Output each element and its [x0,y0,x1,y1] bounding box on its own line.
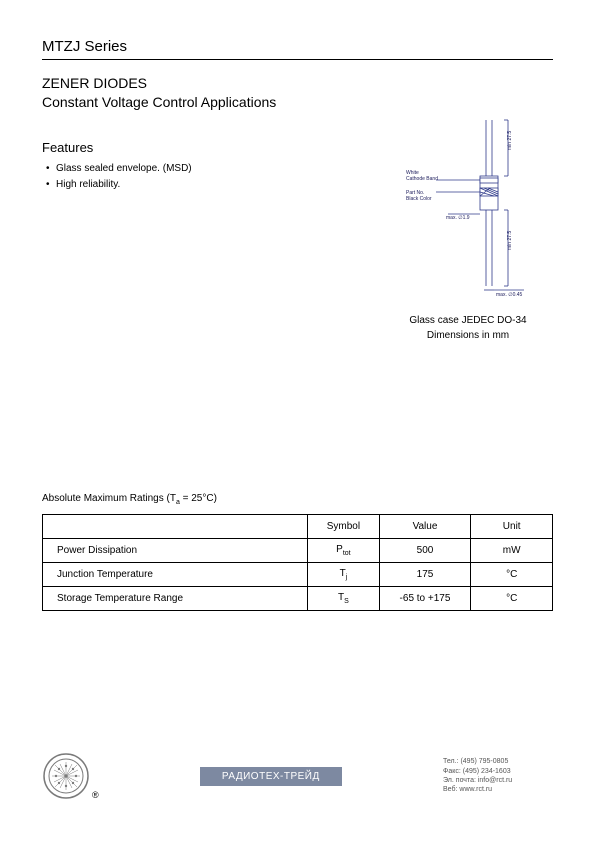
list-item: Glass sealed envelope. (MSD) [56,161,192,177]
unit-cell: °C [471,586,553,610]
ratings-title-text: = 25°C) [180,493,217,504]
partno-label: Black Color [406,196,432,202]
value-cell: 175 [379,562,471,586]
horizontal-rule [42,59,553,60]
features-heading: Features [42,140,192,155]
param-cell: Power Dissipation [43,538,308,562]
contact-web: Веб: www.rct.ru [443,785,553,794]
footer-contact: Тел.: (495) 795-0805 Факс: (495) 234-160… [443,757,553,795]
table-header: Symbol [308,514,379,538]
page-title: ZENER DIODES Constant Voltage Control Ap… [42,74,553,112]
page-footer: ® РАДИОТЕХ-ТРЕЙД Тел.: (495) 795-0805 Фа… [0,752,595,800]
param-cell: Storage Temperature Range [43,586,308,610]
title-line-1: ZENER DIODES [42,75,147,91]
value-cell: 500 [379,538,471,562]
unit-cell: °C [471,562,553,586]
diode-diagram-icon: min 27.5 min 27.5 max. ∅0.45 max. ∅1.9 W… [388,116,548,306]
company-logo-icon [42,752,90,800]
value-cell: -65 to +175 [379,586,471,610]
symbol-cell: Ptot [308,538,379,562]
footer-banner: РАДИОТЕХ-ТРЕЙД [200,767,342,786]
list-item: High reliability. [56,177,192,193]
dim-label: max. ∅1.9 [446,215,470,221]
param-cell: Junction Temperature [43,562,308,586]
table-row: Power Dissipation Ptot 500 mW [43,538,553,562]
table-row: Junction Temperature Tj 175 °C [43,562,553,586]
footer-logo: ® [42,752,99,800]
contact-tel: Тел.: (495) 795-0805 [443,757,553,766]
title-line-2: Constant Voltage Control Applications [42,94,276,110]
contact-fax: Факс: (495) 234-1603 [443,767,553,776]
series-title: MTZJ Series [42,38,553,55]
features-list: Glass sealed envelope. (MSD) High reliab… [42,161,192,193]
table-header [43,514,308,538]
table-header: Unit [471,514,553,538]
ratings-table: Symbol Value Unit Power Dissipation Ptot… [42,514,553,611]
registered-mark: ® [92,790,99,800]
table-header: Value [379,514,471,538]
dim-label: min 27.5 [507,230,513,249]
ratings-title-text: Absolute Maximum Ratings (T [42,493,176,504]
unit-cell: mW [471,538,553,562]
dim-label: max. ∅0.45 [496,292,523,298]
diagram-caption-line: Glass case JEDEC DO-34 [409,315,526,326]
ratings-title: Absolute Maximum Ratings (Ta = 25°C) [42,493,553,506]
package-diagram: min 27.5 min 27.5 max. ∅0.45 max. ∅1.9 W… [383,116,553,343]
contact-email: Эл. почта: info@rct.ru [443,776,553,785]
diagram-caption-line: Dimensions in mm [427,330,509,341]
dim-label: min 27.5 [507,130,513,149]
cathode-label: Cathode Band [406,176,438,182]
symbol-cell: Tj [308,562,379,586]
table-header-row: Symbol Value Unit [43,514,553,538]
symbol-cell: TS [308,586,379,610]
table-row: Storage Temperature Range TS -65 to +175… [43,586,553,610]
